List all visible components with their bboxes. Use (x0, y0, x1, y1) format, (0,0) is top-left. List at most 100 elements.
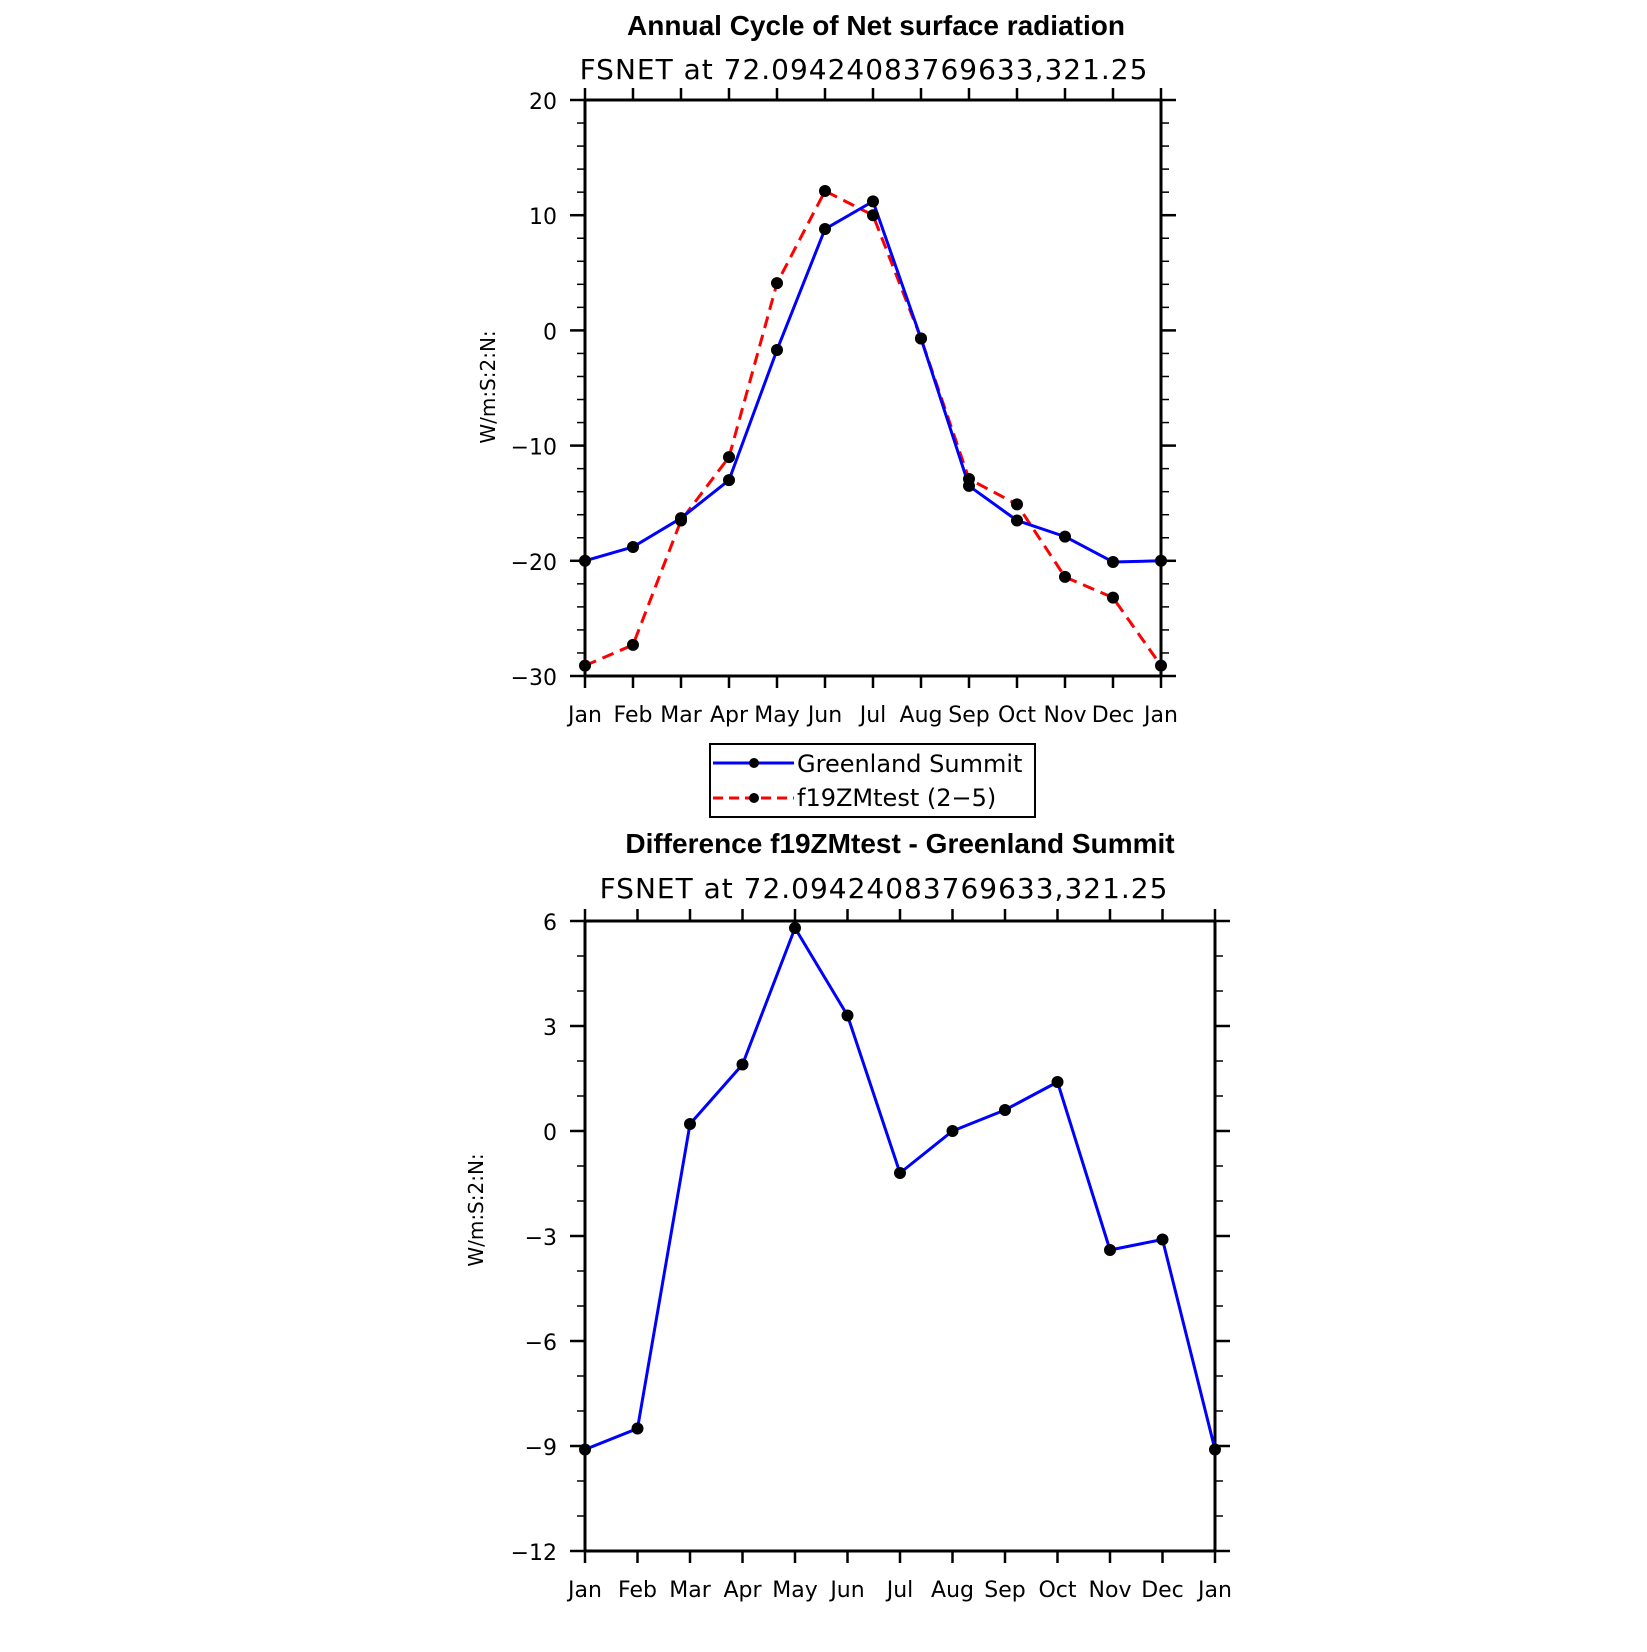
panel1-series-1-point (771, 277, 783, 290)
panel2-series-0-point (789, 922, 801, 934)
panel2-series-0-point (999, 1104, 1011, 1116)
panel1-series-0-point (771, 343, 783, 356)
panel1-series-0-point (723, 474, 735, 487)
panel1-ytick-label: 20 (529, 90, 557, 115)
panel1-xtick-label: Jun (806, 703, 842, 728)
panel1-series-0-point (627, 540, 639, 553)
panel2-subtitle: FSNET at 72.09424083769633,321.25 (600, 872, 1169, 905)
panel1-xtick-label: Apr (710, 703, 749, 728)
panel1-series-1-point (819, 185, 831, 198)
panel1-series-1-point (1011, 498, 1023, 511)
panel1-series-1-point (1059, 570, 1071, 583)
panel2-ytick-label: 3 (543, 1016, 557, 1041)
panel1-ylabel: W/m:S:2:N: (476, 330, 500, 443)
panel2-ytick-label: −3 (525, 1226, 557, 1251)
panel2-series-line-0 (584, 926, 1217, 1451)
panel2-ytick-label: −12 (511, 1541, 557, 1566)
panel1-series-0-point (579, 554, 591, 567)
panel1-title: Annual Cycle of Net surface radiation (627, 10, 1125, 41)
panel1-xtick-label: Nov (1044, 703, 1087, 728)
panel1-ytick-label: 10 (529, 205, 557, 230)
legend-label-model: f19ZMtest (2−5) (797, 784, 996, 812)
panel2-xtick-label: Jan (1196, 1578, 1232, 1603)
panel1-series-0-point (819, 223, 831, 236)
legend-label-greenland: Greenland Summit (797, 750, 1022, 778)
panel2-series-0-point (946, 1125, 959, 1137)
panel1-series-1-point (627, 638, 639, 651)
panel1-xtick-label: Jan (566, 703, 602, 728)
panel2-ytick-label: −9 (525, 1436, 557, 1461)
panel2-xtick-label: Sep (984, 1578, 1025, 1603)
panel1-plot-frame (583, 98, 1163, 678)
panel1-legend: Greenland Summit f19ZMtest (2−5) (709, 743, 1036, 818)
panel1-xtick-label: Dec (1092, 703, 1135, 728)
panel2-series-0-point (579, 1443, 591, 1456)
panel1-series-1-point (915, 332, 927, 345)
panel2-series-0-point (1051, 1076, 1064, 1088)
panel1-xtick-label: May (754, 703, 799, 728)
panel1-xtick-label: Jul (858, 703, 887, 728)
panel2-title: Difference f19ZMtest - Greenland Summit (625, 828, 1174, 859)
panel1-series-0-point (1155, 554, 1167, 567)
legend-marker-greenland (749, 758, 759, 768)
legend-box (709, 743, 1036, 818)
panel2-ylabel: W/m:S:2:N: (464, 1153, 488, 1266)
panel2-series-0-point (841, 1009, 854, 1022)
panel1-xtick-label: Oct (998, 703, 1036, 728)
panel1-ytick-label: 0 (543, 320, 557, 345)
panel-annual-cycle: Annual Cycle of Net surface radiation FS… (476, 10, 1178, 818)
panel2-ytick-label: 6 (543, 911, 557, 936)
panel1-series-0-point (867, 195, 879, 208)
panel1-series-0-point (1059, 530, 1071, 543)
panel1-ytick-label: −10 (511, 436, 557, 461)
panel1-series-line-0 (584, 199, 1162, 564)
panel2-series-0-point (1104, 1244, 1116, 1256)
panel2-xtick-label: Nov (1089, 1578, 1132, 1603)
panel-difference: Difference f19ZMtest - Greenland Summit … (464, 828, 1232, 1603)
panel1-xtick-label: Feb (614, 703, 653, 728)
panel2-series-0-point (736, 1058, 749, 1071)
panel2-series-0-point (684, 1118, 696, 1130)
panel2-xtick-label: Oct (1038, 1578, 1076, 1603)
panel1-series-1-point (675, 514, 687, 527)
panel1-axes: Jan Feb Mar Apr May Jun Jul Aug Sep Oct Nov Dec Jan−… (511, 88, 1178, 728)
panel2-xtick-label: Aug (931, 1578, 974, 1603)
panel2-xtick-label: Jul (885, 1578, 914, 1603)
panel2-ytick-label: 0 (543, 1121, 557, 1146)
panel1-ytick-label: −20 (511, 551, 557, 576)
panel1-ytick-label: −30 (511, 666, 557, 691)
panel1-series-1-point (963, 473, 975, 486)
panel2-series-0-point (1156, 1233, 1169, 1246)
panel1-series-0-point (1011, 514, 1023, 527)
panel1-series-0-point (1107, 555, 1119, 568)
panel1-series-line-1 (584, 189, 1163, 668)
panel2-xtick-label: May (772, 1578, 817, 1603)
panel1-subtitle: FSNET at 72.09424083769633,321.25 (580, 53, 1149, 86)
panel2-xtick-label: Jan (566, 1578, 602, 1603)
panel1-xtick-label: Sep (948, 703, 989, 728)
panel1-series-1-point (1107, 591, 1119, 604)
panel1-xtick-label: Jan (1142, 703, 1178, 728)
panel2-xtick-label: Mar (669, 1578, 711, 1603)
panel2-series-0-point (894, 1167, 906, 1179)
panel1-xtick-label: Aug (900, 703, 943, 728)
panel2-plot-frame (583, 919, 1217, 1553)
panel1-series-1-point (579, 659, 591, 672)
panel2-series-layer (579, 922, 1221, 1456)
panel1-series-1-point (1155, 659, 1167, 672)
panel1-xtick-label: Mar (660, 703, 702, 728)
panel2-xtick-label: Dec (1141, 1578, 1184, 1603)
panel2-series-0-point (1209, 1443, 1221, 1456)
panel2-xtick-label: Feb (618, 1578, 657, 1603)
panel2-xtick-label: Jun (828, 1578, 864, 1603)
panel2-xtick-label: Apr (723, 1578, 762, 1603)
panel2-series-0-point (631, 1422, 644, 1435)
panel1-series-1-point (723, 451, 735, 464)
legend-marker-model (749, 793, 759, 803)
panel1-series-layer (579, 185, 1167, 672)
panel1-series-1-point (867, 209, 879, 222)
panel2-ytick-label: −6 (525, 1331, 557, 1356)
panel2-axes: Jan Feb Mar Apr May Jun Jul Aug Sep Oct Nov Dec Jan−… (511, 909, 1232, 1603)
